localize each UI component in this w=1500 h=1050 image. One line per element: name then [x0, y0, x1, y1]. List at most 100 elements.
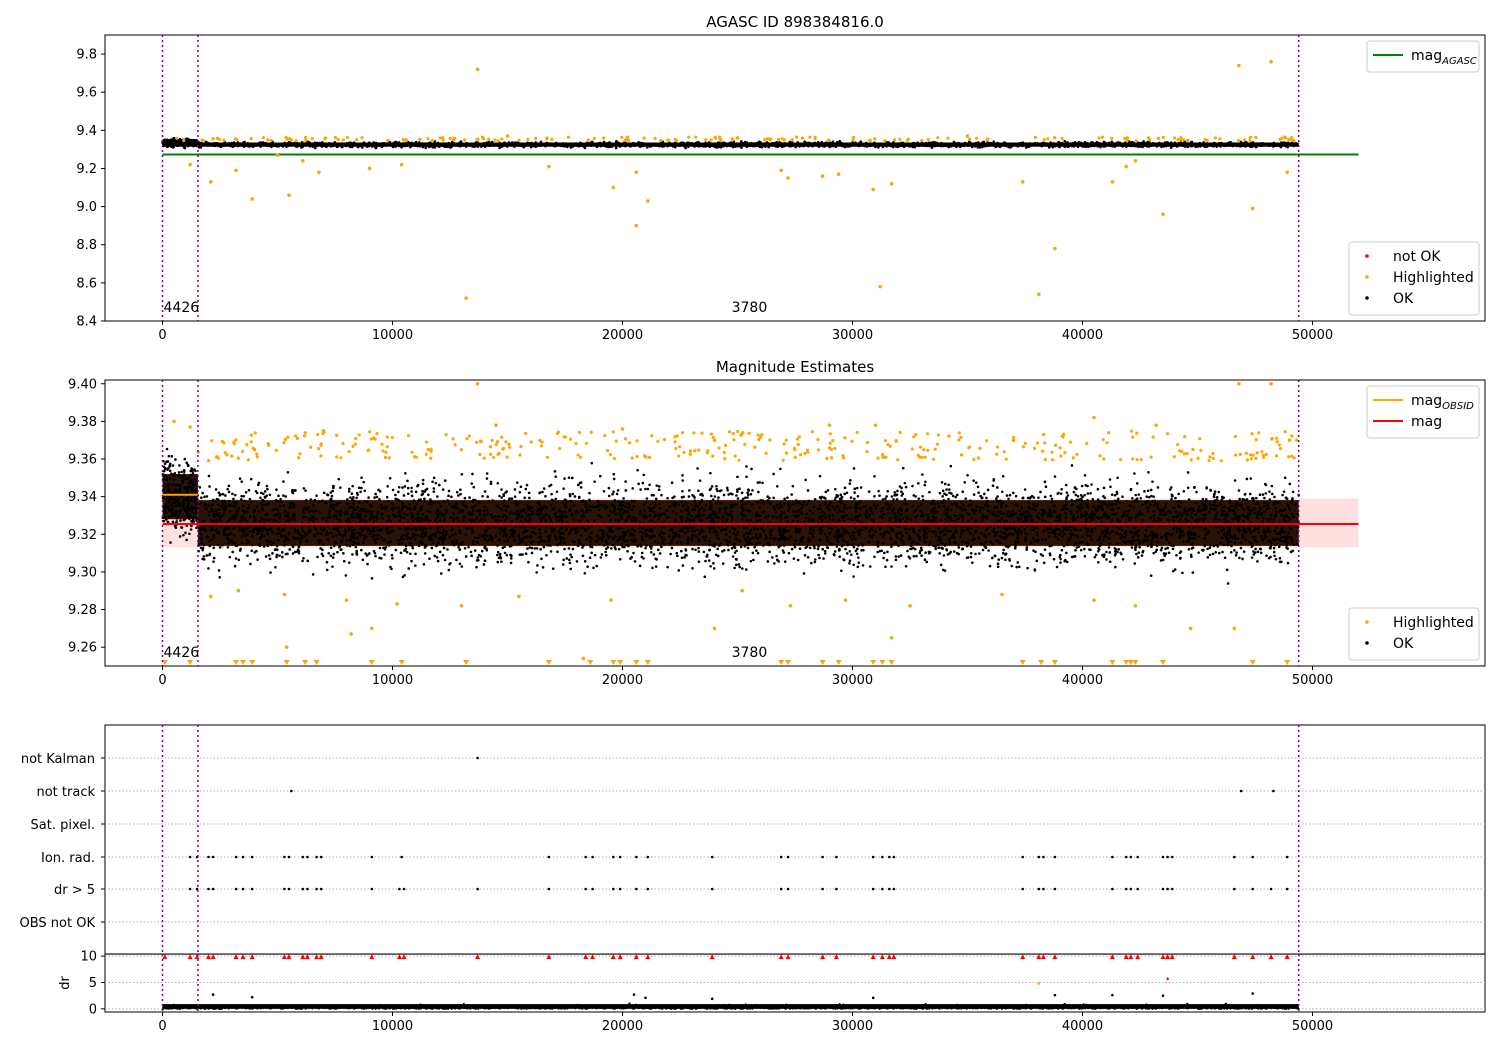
- mid-ok-point: [750, 542, 753, 546]
- mid-ok-point: [351, 484, 355, 488]
- mid-ok-point: [190, 499, 193, 502]
- top-highlighted-point: [646, 199, 650, 203]
- top-ok-point: [882, 144, 886, 147]
- mid-ok-point: [941, 495, 944, 498]
- mid-ok-point: [858, 513, 862, 517]
- mid-ok-point: [342, 552, 345, 555]
- top-ok-point: [1160, 142, 1164, 146]
- mid-ok-point: [849, 496, 853, 499]
- top-ok-point: [1239, 140, 1243, 144]
- top-ok-point: [865, 145, 869, 148]
- top-ok-point: [820, 143, 823, 147]
- mid-ok-point: [1151, 533, 1155, 537]
- mid-ok-points: [161, 447, 1300, 585]
- mid-ok-point: [716, 547, 719, 551]
- top-ok-point: [996, 143, 1000, 147]
- top-ok-point: [570, 143, 574, 146]
- mid-ok-point: [1079, 548, 1083, 552]
- mid-ok-point: [234, 542, 237, 545]
- top-ok-point: [1246, 143, 1249, 146]
- mid-ok-point: [773, 508, 777, 511]
- mid-ok-point: [831, 505, 835, 508]
- mid-ok-point: [1234, 506, 1238, 510]
- mid-ok-point: [232, 505, 236, 508]
- top-ok-point: [259, 144, 262, 148]
- mid-ok-point: [927, 529, 931, 533]
- mid-ok-point: [723, 548, 726, 552]
- top-ok-point: [978, 143, 982, 147]
- top-highlighted-point: [1269, 59, 1273, 64]
- mid-ok-point: [214, 488, 218, 491]
- mid-ok-point: [1072, 555, 1076, 558]
- top-ok-point: [298, 142, 301, 145]
- mid-ok-point: [854, 510, 858, 513]
- mid-ok-point: [396, 524, 400, 528]
- top-ok-point: [605, 142, 609, 145]
- mid-ok-point: [1054, 519, 1058, 523]
- mid-ok-point: [538, 491, 542, 494]
- mid-ok-point: [709, 519, 713, 523]
- mid-ok-point: [314, 527, 317, 531]
- mid-ok-point: [801, 503, 805, 507]
- top-ok-point: [752, 144, 755, 147]
- mid-ok-point: [386, 484, 389, 488]
- top-highlighted-point: [975, 136, 979, 140]
- mid-ok-point: [1206, 555, 1210, 559]
- mid-ok-point: [782, 511, 786, 515]
- mid-ok-point: [708, 543, 711, 547]
- top-highlighted-point: [386, 138, 390, 142]
- mid-ok-point: [399, 527, 402, 530]
- top-highlighted-point: [250, 197, 254, 201]
- top-ok-point: [485, 141, 489, 145]
- mid-ok-point: [675, 551, 679, 555]
- top-highlighted-point: [188, 162, 192, 167]
- top-highlighted-point: [1146, 136, 1151, 140]
- mid-ok-point: [556, 543, 559, 547]
- top-ok-point: [854, 141, 857, 144]
- mid-ok-point: [321, 499, 324, 503]
- mid-ok-point: [737, 563, 741, 566]
- mid-ok-point: [1089, 534, 1092, 538]
- mid-ok-point: [756, 500, 759, 504]
- mid-ok-point: [387, 544, 391, 547]
- mid-ok-point: [491, 499, 494, 502]
- top-highlighted-point: [1133, 159, 1138, 163]
- mid-ok-point: [370, 577, 374, 580]
- top-ok-point: [409, 143, 412, 147]
- mid-ok-point: [772, 496, 775, 500]
- mid-ok-point: [1008, 544, 1011, 547]
- top-ok-point: [1265, 143, 1268, 147]
- top-ok-point: [947, 142, 951, 146]
- top-ok-point: [251, 142, 254, 146]
- mid-ok-point: [1132, 506, 1136, 509]
- mid-ok-point: [1083, 555, 1087, 558]
- top-ok-point: [696, 143, 700, 147]
- mid-ok-point: [1116, 476, 1119, 480]
- mid-ok-point: [854, 526, 857, 529]
- top-highlighted-point: [1213, 136, 1218, 140]
- mid-ok-point: [1152, 509, 1156, 513]
- top-ok-point: [473, 145, 476, 149]
- mid-ok-point: [934, 516, 938, 520]
- mid-ok-point: [1110, 508, 1113, 511]
- top-ok-point: [646, 146, 649, 149]
- mid-ok-point: [1247, 508, 1251, 512]
- mid-ok-point: [485, 548, 489, 552]
- top-ok-point: [943, 144, 947, 148]
- top-highlighted-point: [936, 136, 940, 140]
- top-ok-point: [389, 143, 392, 146]
- mid-ok-point: [876, 545, 880, 548]
- mid-ok-point: [541, 566, 545, 569]
- mid-ok-point: [446, 548, 449, 551]
- top-ok-point: [728, 141, 732, 145]
- mid-ok-point: [810, 561, 813, 565]
- top-x-tick-label: 50000: [1292, 328, 1333, 343]
- mid-ok-point: [1036, 533, 1040, 537]
- top-ok-point: [926, 144, 929, 147]
- mid-ok-point: [460, 472, 464, 476]
- top-ok-point: [622, 142, 625, 146]
- mid-ok-point: [1106, 527, 1109, 531]
- top-ok-point: [242, 141, 245, 144]
- mid-ok-point: [482, 509, 486, 513]
- top-highlighted-point: [1287, 137, 1291, 141]
